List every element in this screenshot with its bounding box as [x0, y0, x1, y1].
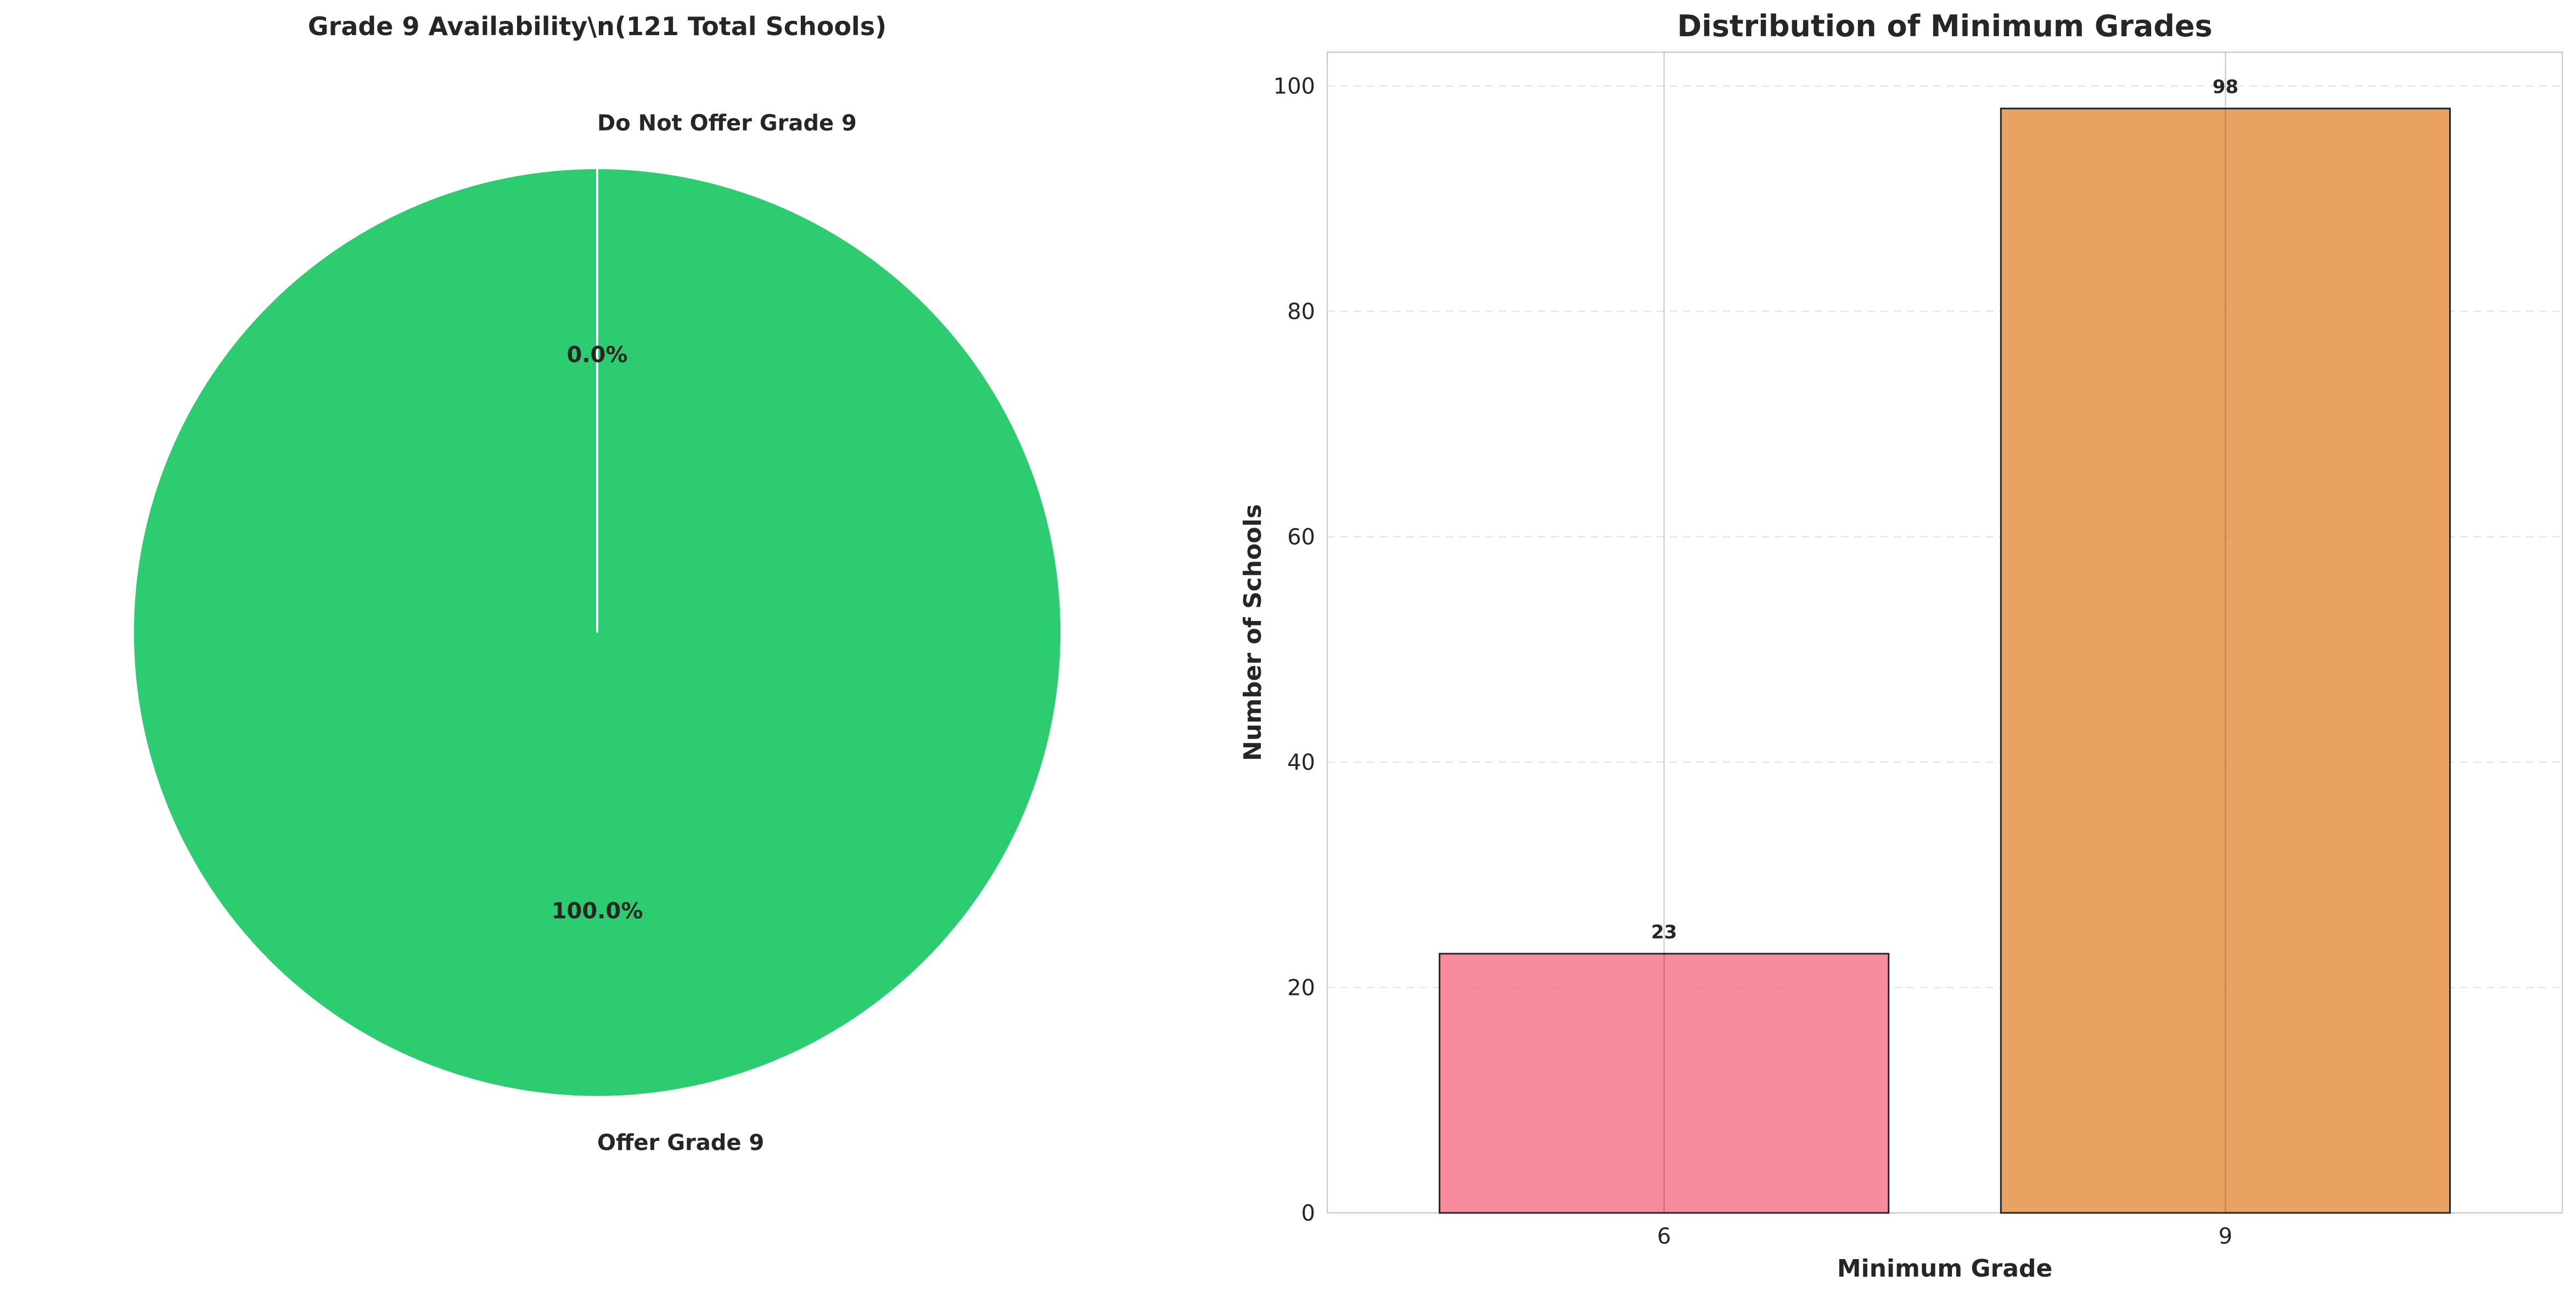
- bar-bars: [1439, 108, 2451, 1214]
- bar-y-ticks: 0 20 40 60 80 100: [1273, 74, 1315, 1226]
- bar-x-tick-label: 6: [1657, 1224, 1671, 1249]
- bar-y-tick-label: 80: [1287, 299, 1315, 324]
- bar-value-labels: 23 98: [1651, 76, 2238, 943]
- bar-x-axis-label: Minimum Grade: [1837, 1255, 2052, 1283]
- bar-chart-panel: Distribution of Minimum Grades 0 20 40 60 80…: [1239, 9, 2563, 1283]
- bar-y-tick-label: 60: [1287, 525, 1315, 550]
- bar-y-tick-label: 20: [1287, 976, 1315, 1001]
- bar-6: [1439, 953, 1890, 1214]
- bar-vertical-gridlines: [1663, 52, 2226, 1213]
- bar-y-tick-label: 100: [1273, 74, 1315, 99]
- bar-y-tick-label: 0: [1301, 1201, 1315, 1226]
- pie-chart-panel: Grade 9 Availability\n(121 Total Schools…: [134, 12, 1060, 1155]
- bar-y-axis-label: Number of Schools: [1239, 504, 1267, 761]
- pie-slices: [134, 169, 1060, 1096]
- pie-label-do-not-offer-grade-9: Do Not Offer Grade 9: [597, 111, 857, 136]
- bar-value-label: 23: [1651, 921, 1677, 943]
- bar-y-tick-label: 40: [1287, 750, 1315, 775]
- pie-pct-do-not-offer-grade-9: 0.0%: [567, 343, 628, 368]
- bar-chart-title: Distribution of Minimum Grades: [1677, 9, 2212, 43]
- bar-value-label: 98: [2213, 76, 2238, 98]
- bar-9: [2000, 108, 2451, 1214]
- pie-chart-title: Grade 9 Availability\n(121 Total Schools…: [308, 12, 886, 41]
- bar-x-tick-label: 9: [2219, 1224, 2232, 1249]
- pie-label-offer-grade-9: Offer Grade 9: [597, 1130, 764, 1155]
- pie-labels: Offer Grade 9 100.0% Do Not Offer Grade 9 0…: [552, 111, 857, 1156]
- pie-pct-offer-grade-9: 100.0%: [552, 898, 643, 924]
